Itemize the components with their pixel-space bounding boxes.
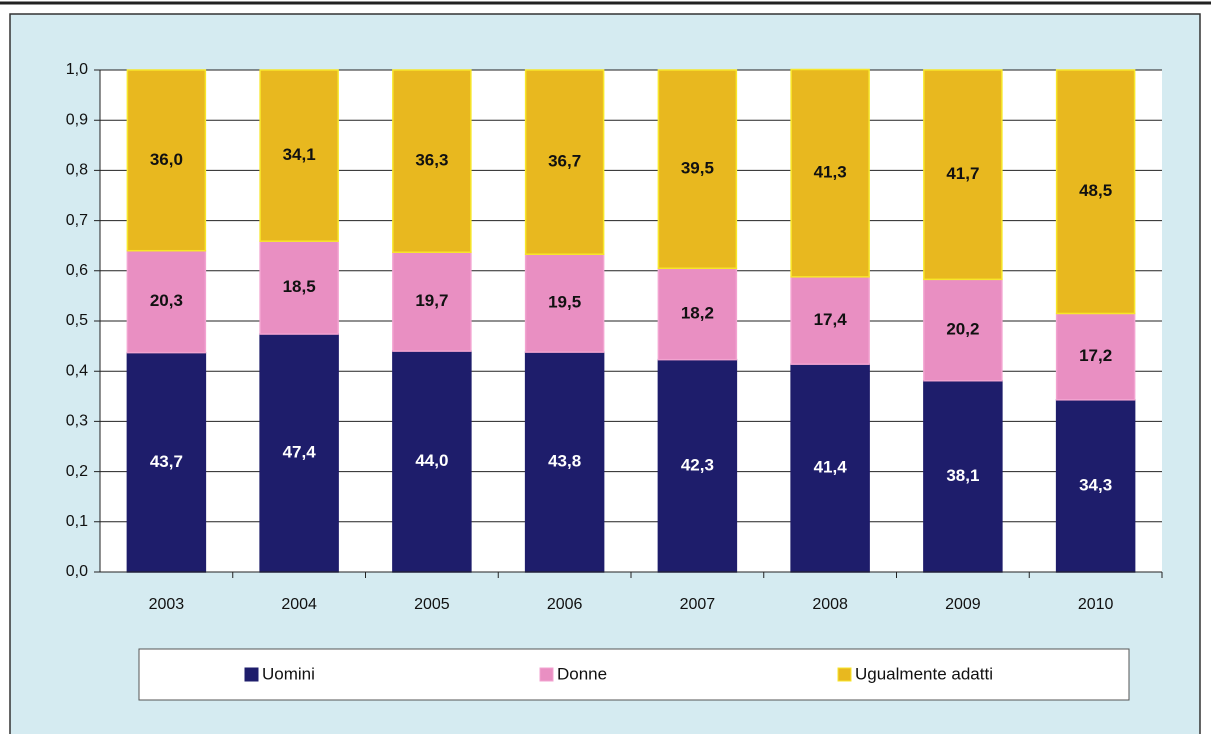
data-label: 36,0 <box>150 150 183 169</box>
data-label: 39,5 <box>681 159 714 178</box>
bar-segment <box>524 351 605 573</box>
data-label: 41,7 <box>946 164 979 183</box>
bar-segment <box>392 69 472 253</box>
bar-segment <box>657 358 738 573</box>
bar-segment <box>1055 399 1136 573</box>
bar-segment <box>923 69 1003 281</box>
x-tick-label: 2006 <box>547 596 583 613</box>
y-tick-label: 1,0 <box>66 61 88 78</box>
y-tick-label: 0,1 <box>66 513 88 530</box>
bar-segment <box>524 69 605 255</box>
bar-segment <box>259 69 339 242</box>
data-label: 44,0 <box>415 451 448 470</box>
bar-segment <box>1055 312 1136 401</box>
bar-segment <box>790 68 870 278</box>
legend-swatch <box>539 667 554 682</box>
x-tick-label: 2010 <box>1078 596 1114 613</box>
bar-segment <box>1055 69 1136 315</box>
y-tick-label: 0,4 <box>66 362 88 379</box>
data-label: 41,4 <box>814 458 848 477</box>
legend-label: Uomini <box>262 664 315 683</box>
bar-segment <box>790 276 870 365</box>
bar-segment <box>126 249 207 354</box>
data-label: 19,7 <box>415 291 448 310</box>
legend-label: Donne <box>557 664 607 683</box>
bar-segment <box>392 350 472 573</box>
legend-box <box>138 648 1130 701</box>
y-tick-label: 0,5 <box>66 312 88 329</box>
legend-swatch <box>837 667 852 682</box>
y-tick-label: 0,0 <box>66 563 88 580</box>
data-label: 17,4 <box>814 310 848 329</box>
bar-segment <box>259 333 339 573</box>
data-label: 19,5 <box>548 293 581 312</box>
y-tick-label: 0,3 <box>66 413 88 430</box>
bar-segment <box>657 69 738 270</box>
x-tick-label: 2007 <box>680 596 716 613</box>
data-label: 20,3 <box>150 291 183 310</box>
y-tick-label: 0,2 <box>66 463 88 480</box>
x-tick-label: 2008 <box>812 596 848 613</box>
bar-segment <box>923 278 1003 382</box>
data-label: 36,3 <box>415 151 448 170</box>
bar-segment <box>126 351 207 573</box>
legend-label: Ugualmente adatti <box>855 664 993 683</box>
bar-segment <box>923 379 1003 573</box>
bar-segment <box>657 267 738 361</box>
data-label: 43,8 <box>548 452 581 471</box>
x-tick-label: 2009 <box>945 596 981 613</box>
bar-segment <box>126 69 207 252</box>
data-label: 47,4 <box>283 443 317 462</box>
y-tick-label: 0,6 <box>66 262 88 279</box>
x-tick-label: 2003 <box>149 596 185 613</box>
data-label: 18,2 <box>681 303 714 322</box>
data-label: 38,1 <box>946 466 979 485</box>
data-label: 36,7 <box>548 152 581 171</box>
data-label: 18,5 <box>283 277 316 296</box>
data-label: 42,3 <box>681 455 714 474</box>
y-tick-label: 0,8 <box>66 162 88 179</box>
bar-segment <box>259 240 339 335</box>
data-label: 20,2 <box>946 320 979 339</box>
bar-segment <box>392 251 472 352</box>
data-label: 34,1 <box>283 145 316 164</box>
data-label: 48,5 <box>1079 181 1112 200</box>
bar-segment <box>524 253 605 353</box>
data-label: 17,2 <box>1079 346 1112 365</box>
data-label: 43,7 <box>150 452 183 471</box>
legend-swatch <box>244 667 259 682</box>
data-label: 34,3 <box>1079 475 1112 494</box>
y-tick-label: 0,9 <box>66 111 88 128</box>
y-tick-label: 0,7 <box>66 212 88 229</box>
x-tick-label: 2004 <box>281 596 317 613</box>
x-tick-label: 2005 <box>414 596 450 613</box>
data-label: 41,3 <box>814 163 847 182</box>
